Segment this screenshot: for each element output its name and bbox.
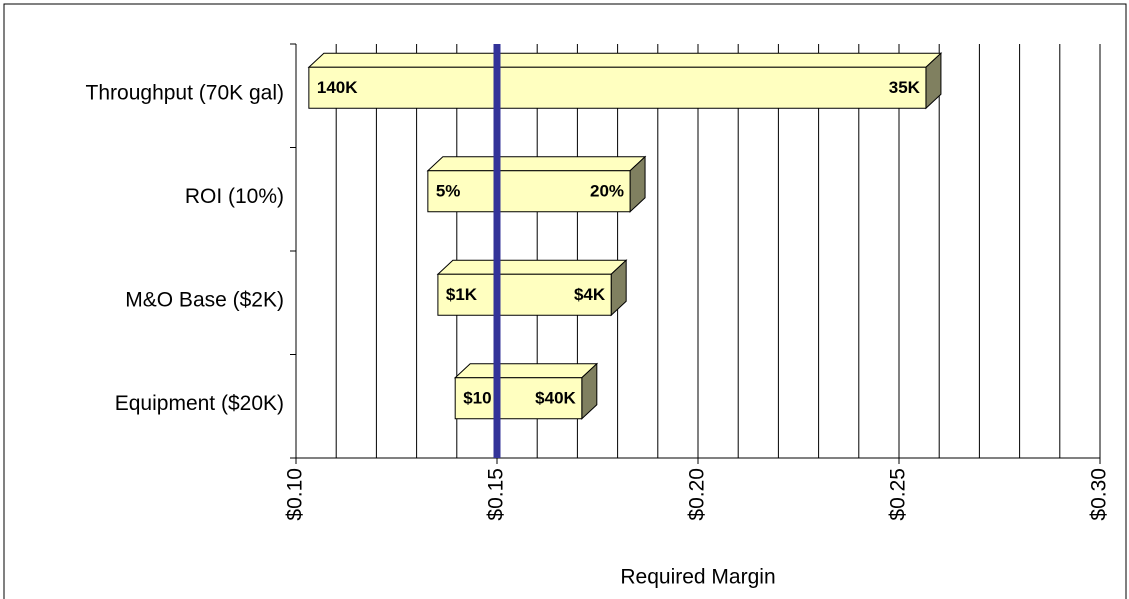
- chart-frame: [3, 3, 1127, 599]
- x-tick-label: $0.20: [686, 468, 709, 521]
- high-label: $4K: [574, 285, 606, 304]
- low-label: 5%: [436, 182, 461, 201]
- bar: [308, 66, 927, 109]
- x-tick-label: $0.15: [485, 468, 508, 521]
- bar: [437, 273, 612, 316]
- x-tick-label: $0.30: [1088, 468, 1111, 521]
- high-label: $40K: [535, 389, 576, 408]
- bar-top: [436, 259, 628, 275]
- y-tick-label: ROI (10%): [185, 185, 284, 208]
- low-label: $10: [463, 389, 491, 408]
- high-label: 35K: [889, 78, 921, 97]
- y-tick-label: Equipment ($20K): [115, 392, 284, 415]
- bar: [454, 377, 583, 420]
- x-tick-label: $0.10: [284, 468, 307, 521]
- low-label: 140K: [317, 78, 358, 97]
- bar-top: [307, 52, 943, 68]
- bar-top: [453, 363, 599, 379]
- y-tick-label: M&O Base ($2K): [125, 288, 284, 311]
- x-tick-label: $0.25: [887, 468, 910, 521]
- bar: [427, 170, 631, 213]
- x-axis-title: Required Margin: [620, 566, 775, 589]
- bar-top: [426, 156, 647, 172]
- y-tick-label: Throughput (70K gal): [86, 81, 284, 104]
- high-label: 20%: [590, 182, 624, 201]
- low-label: $1K: [446, 285, 478, 304]
